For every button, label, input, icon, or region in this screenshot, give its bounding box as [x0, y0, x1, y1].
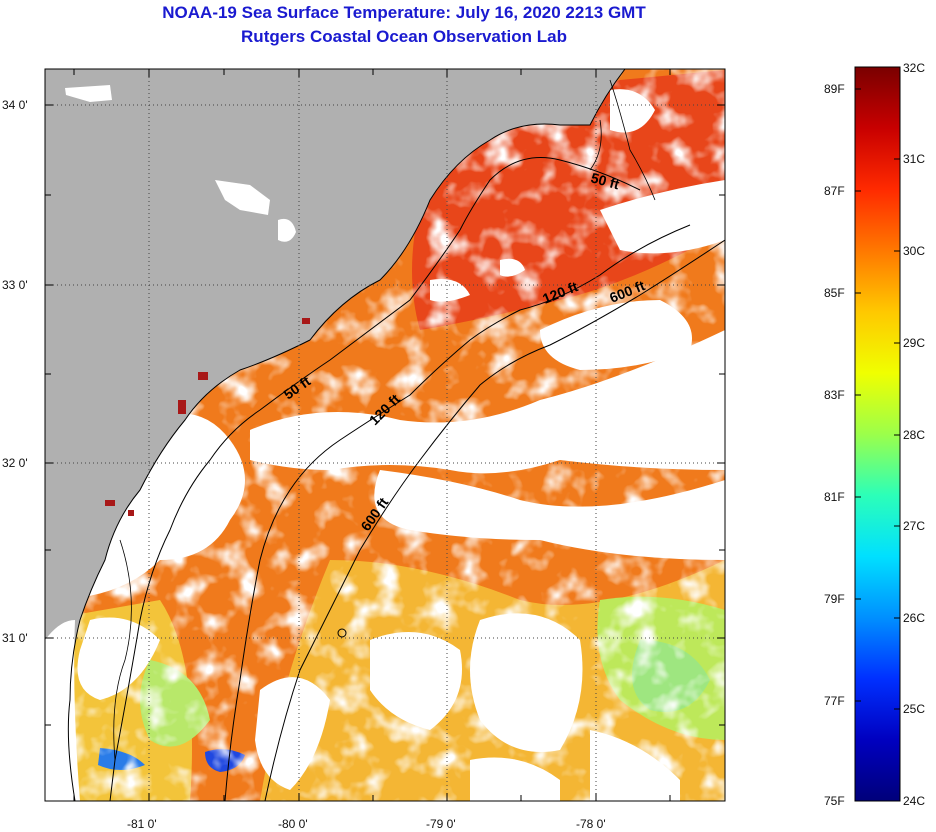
inland-water — [215, 180, 270, 215]
coastline — [67, 69, 626, 801]
colorbar-fahrenheit-label: 79F — [824, 592, 845, 606]
colorbar-fahrenheit-label: 81F — [824, 490, 845, 504]
colorbar-celsius-label: 26C — [903, 611, 926, 625]
contour-label-50ft-north: 50 ft — [589, 169, 621, 192]
contour-50ft — [109, 157, 641, 801]
lat-tick-label: 34 0' — [2, 98, 28, 112]
colorbar-fahrenheit-label: 75F — [824, 794, 845, 808]
axis-ticks — [45, 69, 725, 801]
coastal-white-strip — [45, 620, 80, 801]
contour-600ft — [264, 239, 725, 801]
colorbar-celsius-label: 31C — [903, 152, 926, 166]
colorbar-ticks — [855, 88, 900, 710]
sst-field: 50 ft 120 ft 600 ft 50 ft 120 ft 600 ft — [45, 69, 725, 801]
inland-water — [65, 85, 112, 102]
lon-tick-label: -79 0' — [426, 817, 456, 831]
map-title: NOAA-19 Sea Surface Temperature: July 16… — [162, 3, 646, 22]
colorbar-celsius-label: 30C — [903, 244, 926, 258]
map-subtitle: Rutgers Coastal Ocean Observation Lab — [241, 27, 567, 46]
lon-tick-label: -81 0' — [127, 817, 157, 831]
colorbar-gradient — [854, 66, 901, 802]
colorbar-fahrenheit-label: 83F — [824, 388, 845, 402]
colorbar-celsius-label: 32C — [903, 61, 926, 75]
lat-tick-label: 33 0' — [2, 278, 28, 292]
contour-ring — [337, 628, 347, 638]
coastal-warm-pixels — [105, 318, 310, 516]
colorbar-celsius-label: 28C — [903, 428, 926, 442]
colorbar-fahrenheit-label: 85F — [824, 286, 845, 300]
colorbar-celsius-label: 25C — [903, 702, 926, 716]
colorbar-fahrenheit-label: 87F — [824, 184, 845, 198]
colorbar-fahrenheit-label: 89F — [824, 82, 845, 96]
map-frame — [44, 68, 726, 802]
lat-tick-label: 31 0' — [2, 631, 28, 645]
colorbar-celsius-label: 27C — [903, 519, 926, 533]
graticule — [45, 69, 725, 801]
colorbar-celsius-label: 24C — [903, 794, 926, 808]
coastline-detail — [113, 79, 656, 761]
colorbar-celsius-label: 29C — [903, 336, 926, 350]
colorbar-fahrenheit-label: 77F — [824, 694, 845, 708]
lon-tick-label: -80 0' — [278, 817, 308, 831]
lon-tick-label: -78 0' — [576, 817, 606, 831]
inland-water — [278, 218, 296, 242]
lat-tick-label: 32 0' — [2, 456, 28, 470]
contour-120ft — [224, 224, 691, 801]
land-area — [45, 69, 625, 801]
